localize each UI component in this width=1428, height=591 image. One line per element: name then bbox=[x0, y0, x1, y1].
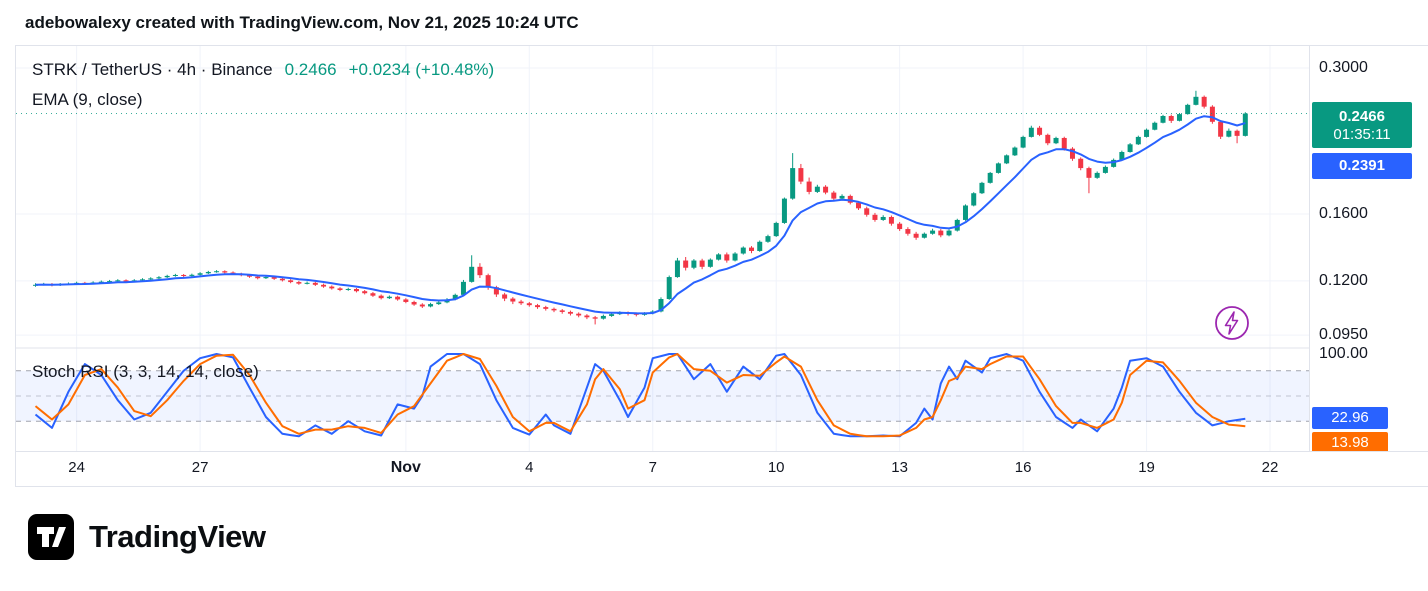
price-scale-label: 0.1600 bbox=[1319, 205, 1368, 223]
time-axis-label: 27 bbox=[191, 459, 209, 476]
symbol-legend[interactable]: STRK / TetherUS · 4h · Binance 0.2466 +0… bbox=[32, 60, 494, 80]
price-scale-label: 0.1200 bbox=[1319, 271, 1368, 289]
symbol-title[interactable]: STRK / TetherUS · 4h · Binance bbox=[32, 60, 273, 79]
time-axis-label: 4 bbox=[525, 459, 534, 476]
flash-icon[interactable] bbox=[1214, 305, 1250, 341]
last-price-text: 0.2466 bbox=[284, 60, 337, 79]
candle-countdown: 01:35:11 bbox=[1333, 125, 1391, 143]
time-axis-label: 16 bbox=[1014, 459, 1032, 476]
time-axis-label: 13 bbox=[891, 459, 908, 476]
time-axis-label: 7 bbox=[648, 459, 657, 476]
last-price-badge-value: 0.2466 bbox=[1339, 107, 1385, 125]
tradingview-logo-icon[interactable] bbox=[28, 514, 74, 560]
footer: TradingView bbox=[28, 514, 266, 560]
attribution-text: adebowalexy created with TradingView.com… bbox=[25, 13, 579, 32]
price-scale-label: 100.00 bbox=[1319, 345, 1368, 362]
price-scale-label: 0.0950 bbox=[1319, 326, 1368, 344]
price-scale-label: 0.3000 bbox=[1319, 59, 1368, 76]
last-price-badge: 0.2466 01:35:11 bbox=[1312, 102, 1412, 148]
stoch-d-badge: 13.98 bbox=[1312, 432, 1388, 454]
time-axis-label: Nov bbox=[390, 459, 421, 476]
tradingview-wordmark[interactable]: TradingView bbox=[89, 519, 266, 554]
stoch-k-badge: 22.96 bbox=[1312, 407, 1388, 429]
chart-widget[interactable]: STRK / TetherUS · 4h · Binance 0.2466 +0… bbox=[15, 45, 1428, 487]
price-change-text: +0.0234 (+10.48%) bbox=[348, 60, 495, 79]
ema-legend[interactable]: EMA (9, close) bbox=[32, 90, 143, 109]
time-axis-label: 22 bbox=[1261, 459, 1279, 476]
price-scale[interactable]: 0.3000 0.1600 0.1200 0.0950 100.00 0.2466 01… bbox=[1309, 46, 1428, 486]
time-axis-label: 10 bbox=[767, 459, 785, 476]
time-axis-label: 19 bbox=[1138, 459, 1155, 476]
ema-value-badge: 0.2391 bbox=[1312, 153, 1412, 179]
stoch-legend[interactable]: Stoch RSI (3, 3, 14, 14, close) bbox=[32, 362, 259, 381]
time-axis[interactable]: 24 27 Nov 4 7 10 13 16 19 22 bbox=[16, 451, 1428, 486]
time-axis-label: 24 bbox=[68, 459, 85, 476]
price-and-stoch-plot[interactable] bbox=[16, 46, 1309, 486]
